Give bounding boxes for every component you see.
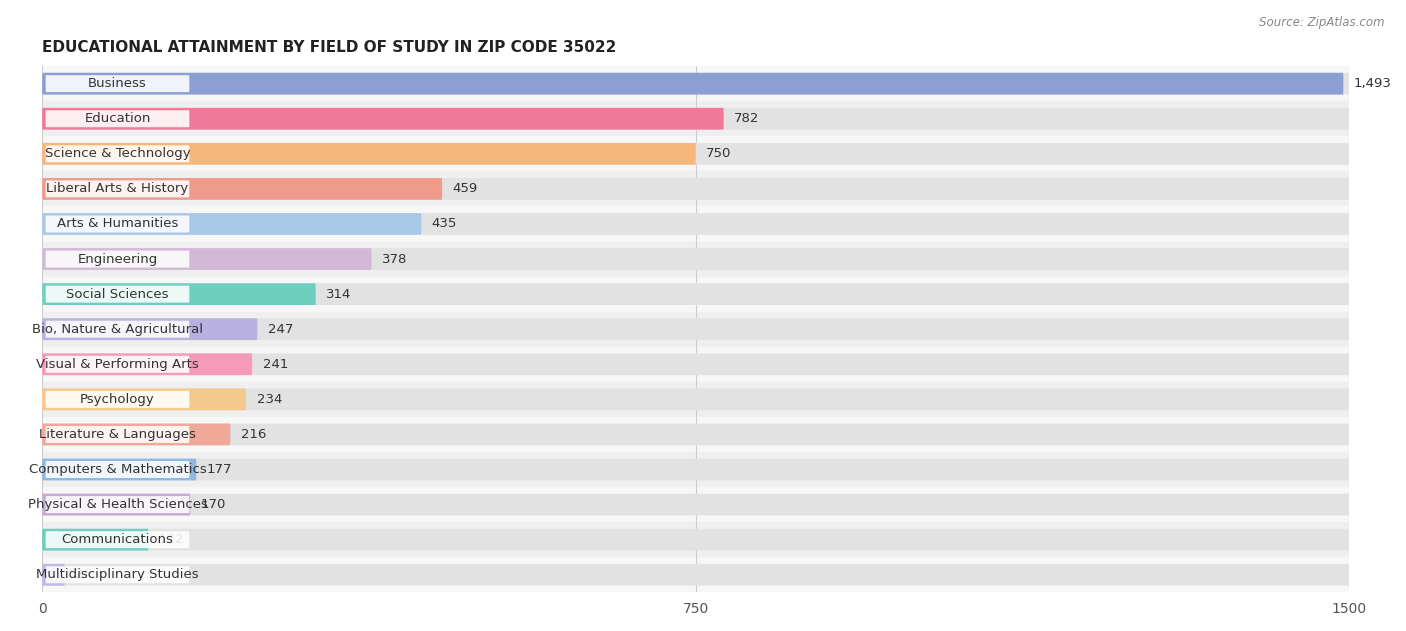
FancyBboxPatch shape [42,248,1350,270]
Text: Business: Business [89,77,146,90]
FancyBboxPatch shape [42,283,316,305]
Text: Literature & Languages: Literature & Languages [39,428,195,441]
Text: Education: Education [84,112,150,125]
FancyBboxPatch shape [42,353,1350,375]
Text: 234: 234 [256,393,281,406]
FancyBboxPatch shape [42,529,1350,550]
Text: 750: 750 [706,147,731,160]
Text: EDUCATIONAL ATTAINMENT BY FIELD OF STUDY IN ZIP CODE 35022: EDUCATIONAL ATTAINMENT BY FIELD OF STUDY… [42,40,616,56]
Text: Bio, Nature & Agricultural: Bio, Nature & Agricultural [32,322,202,336]
FancyBboxPatch shape [42,213,1350,235]
FancyBboxPatch shape [42,318,257,340]
Bar [42,347,1350,382]
Bar [42,136,1350,172]
FancyBboxPatch shape [45,110,190,127]
FancyBboxPatch shape [45,251,190,268]
Text: 459: 459 [453,182,478,196]
FancyBboxPatch shape [42,459,197,480]
FancyBboxPatch shape [42,248,371,270]
FancyBboxPatch shape [45,321,190,338]
FancyBboxPatch shape [45,496,190,513]
Text: 247: 247 [269,322,294,336]
Text: Computers & Mathematics: Computers & Mathematics [28,463,207,476]
FancyBboxPatch shape [42,529,149,550]
FancyBboxPatch shape [45,145,190,162]
FancyBboxPatch shape [45,461,190,478]
Text: 177: 177 [207,463,232,476]
FancyBboxPatch shape [45,180,190,198]
Text: 314: 314 [326,288,352,300]
FancyBboxPatch shape [45,531,190,548]
Bar [42,522,1350,557]
FancyBboxPatch shape [42,213,422,235]
FancyBboxPatch shape [42,73,1350,95]
Bar [42,242,1350,276]
Text: Engineering: Engineering [77,252,157,266]
Text: Psychology: Psychology [80,393,155,406]
FancyBboxPatch shape [42,564,65,586]
FancyBboxPatch shape [42,318,1350,340]
Text: 122: 122 [159,533,184,546]
FancyBboxPatch shape [42,389,246,410]
FancyBboxPatch shape [42,423,231,445]
FancyBboxPatch shape [42,143,696,165]
Text: 782: 782 [734,112,759,125]
FancyBboxPatch shape [42,564,1350,586]
Bar [42,487,1350,522]
FancyBboxPatch shape [42,353,252,375]
Text: 378: 378 [382,252,408,266]
Bar [42,452,1350,487]
FancyBboxPatch shape [42,73,1343,95]
FancyBboxPatch shape [45,426,190,443]
Text: Science & Technology: Science & Technology [45,147,190,160]
FancyBboxPatch shape [42,178,1350,200]
FancyBboxPatch shape [45,566,190,583]
Bar [42,206,1350,242]
Text: 170: 170 [201,498,226,511]
Text: 1,493: 1,493 [1354,77,1392,90]
Bar [42,382,1350,417]
Text: 216: 216 [240,428,266,441]
Text: Source: ZipAtlas.com: Source: ZipAtlas.com [1260,16,1385,29]
Text: Arts & Humanities: Arts & Humanities [56,218,179,230]
Text: Communications: Communications [62,533,173,546]
FancyBboxPatch shape [42,178,441,200]
Text: 26: 26 [76,569,93,581]
Text: 435: 435 [432,218,457,230]
Text: Multidisciplinary Studies: Multidisciplinary Studies [37,569,198,581]
FancyBboxPatch shape [42,493,1350,516]
FancyBboxPatch shape [45,356,190,373]
FancyBboxPatch shape [42,389,1350,410]
FancyBboxPatch shape [45,286,190,303]
Text: Social Sciences: Social Sciences [66,288,169,300]
Text: Physical & Health Sciences: Physical & Health Sciences [28,498,208,511]
FancyBboxPatch shape [42,108,724,129]
FancyBboxPatch shape [45,216,190,232]
FancyBboxPatch shape [42,459,1350,480]
FancyBboxPatch shape [42,143,1350,165]
Bar [42,557,1350,593]
Text: 241: 241 [263,358,288,371]
FancyBboxPatch shape [42,283,1350,305]
Bar [42,172,1350,206]
Bar [42,417,1350,452]
FancyBboxPatch shape [45,75,190,92]
Text: Liberal Arts & History: Liberal Arts & History [46,182,188,196]
Bar [42,66,1350,101]
Bar [42,312,1350,347]
Bar [42,101,1350,136]
FancyBboxPatch shape [45,391,190,408]
Bar [42,276,1350,312]
Text: Visual & Performing Arts: Visual & Performing Arts [37,358,198,371]
FancyBboxPatch shape [42,493,190,516]
FancyBboxPatch shape [42,423,1350,445]
FancyBboxPatch shape [42,108,1350,129]
